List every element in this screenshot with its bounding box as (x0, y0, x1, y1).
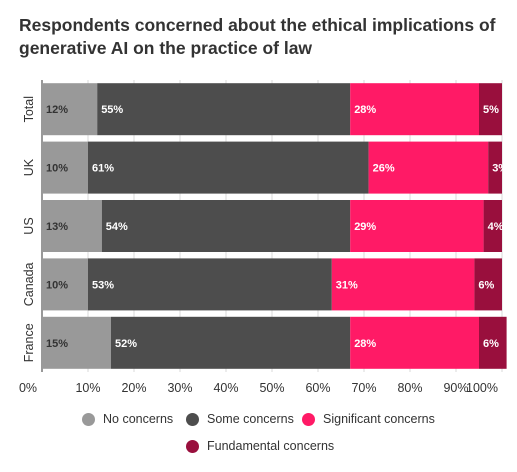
data-label: 53% (92, 279, 114, 291)
bar-some-concerns[interactable] (101, 200, 351, 252)
bar-fundamental-concerns[interactable] (479, 316, 507, 369)
data-label: 12% (46, 104, 68, 116)
bar-some-concerns[interactable] (97, 83, 351, 136)
data-label: 55% (101, 104, 123, 116)
legend-swatch-some-concerns (186, 412, 199, 426)
data-label: 6% (478, 279, 494, 291)
x-tick-label: 40% (213, 381, 238, 395)
category-label: France (22, 323, 36, 362)
bar-some-concerns[interactable] (88, 141, 369, 194)
data-label: 10% (46, 163, 68, 175)
data-label: 6% (483, 338, 499, 350)
data-label: 3% (492, 163, 508, 175)
category-labels: Total UK US Canada France (22, 96, 36, 362)
data-label: 31% (336, 279, 358, 291)
bar-significant-concerns[interactable] (368, 141, 489, 194)
data-label: 15% (46, 338, 68, 350)
bar-no-concerns[interactable] (42, 200, 102, 252)
legend-label: Significant concerns (323, 412, 435, 426)
bar-some-concerns[interactable] (88, 258, 332, 311)
data-label: 4% (488, 221, 504, 233)
bar-no-concerns[interactable] (42, 316, 111, 369)
chart-title: Respondents concerned about the ethical … (19, 15, 496, 58)
bar-fundamental-concerns[interactable] (479, 83, 502, 136)
bar-significant-concerns[interactable] (331, 258, 475, 311)
legend-swatch-fundamental-concerns (186, 439, 199, 453)
x-tick-label: 10% (75, 381, 100, 395)
bar-no-concerns[interactable] (42, 258, 88, 311)
x-tick-label: 70% (351, 381, 376, 395)
bar-some-concerns[interactable] (111, 316, 351, 369)
legend-swatch-no-concerns (82, 412, 95, 426)
data-label: 26% (373, 163, 395, 175)
legend-label: No concerns (103, 412, 174, 426)
x-tick-labels: 0% 10% 20% 30% 40% 50% 60% 70% 80% 90%100% (19, 381, 498, 395)
legend-label: Fundamental concerns (207, 439, 335, 453)
bar-significant-concerns[interactable] (350, 83, 479, 136)
x-tick-label: 0% (19, 381, 37, 395)
data-label: 5% (483, 104, 499, 116)
stacked-bar-chart: 12% 55% 28% 5% 10% 61% 26% 3% 13% 54% 29% 4% 10% 53% 3… (19, 80, 508, 395)
category-label: UK (22, 158, 36, 176)
x-tick-label: 90% (443, 381, 468, 395)
bar-fundamental-concerns[interactable] (483, 200, 502, 252)
bar-no-concerns[interactable] (42, 141, 88, 194)
bar-significant-concerns[interactable] (350, 200, 484, 252)
data-label: 28% (354, 338, 376, 350)
x-tick-label: 80% (397, 381, 422, 395)
data-label: 13% (46, 221, 68, 233)
bar-significant-concerns[interactable] (350, 316, 479, 369)
legend-swatch-significant-concerns (302, 412, 315, 426)
x-tick-label: 100% (466, 381, 498, 395)
data-label: 10% (46, 279, 68, 291)
data-label: 52% (115, 338, 137, 350)
data-label: 54% (106, 221, 128, 233)
x-tick-label: 50% (259, 381, 284, 395)
bar-fundamental-concerns[interactable] (488, 141, 502, 194)
category-label: Total (22, 96, 36, 122)
data-label: 28% (354, 104, 376, 116)
category-label: Canada (22, 262, 36, 306)
data-label: 61% (92, 163, 114, 175)
legend-item-some-concerns[interactable]: Some concerns (186, 412, 294, 426)
bar-fundamental-concerns[interactable] (474, 258, 502, 311)
data-label: 29% (354, 221, 376, 233)
legend-item-fundamental-concerns[interactable]: Fundamental concerns (186, 439, 334, 453)
legend-item-significant-concerns[interactable]: Significant concerns (302, 412, 435, 426)
x-tick-label: 30% (167, 381, 192, 395)
category-label: US (22, 217, 36, 234)
x-tick-label: 60% (305, 381, 330, 395)
x-tick-label: 20% (121, 381, 146, 395)
legend-label: Some concerns (207, 412, 294, 426)
legend-item-no-concerns[interactable]: No concerns (82, 412, 173, 426)
bars: 12% 55% 28% 5% 10% 61% 26% 3% 13% 54% 29% 4% 10% 53% 3… (42, 83, 508, 369)
bar-no-concerns[interactable] (42, 83, 98, 136)
